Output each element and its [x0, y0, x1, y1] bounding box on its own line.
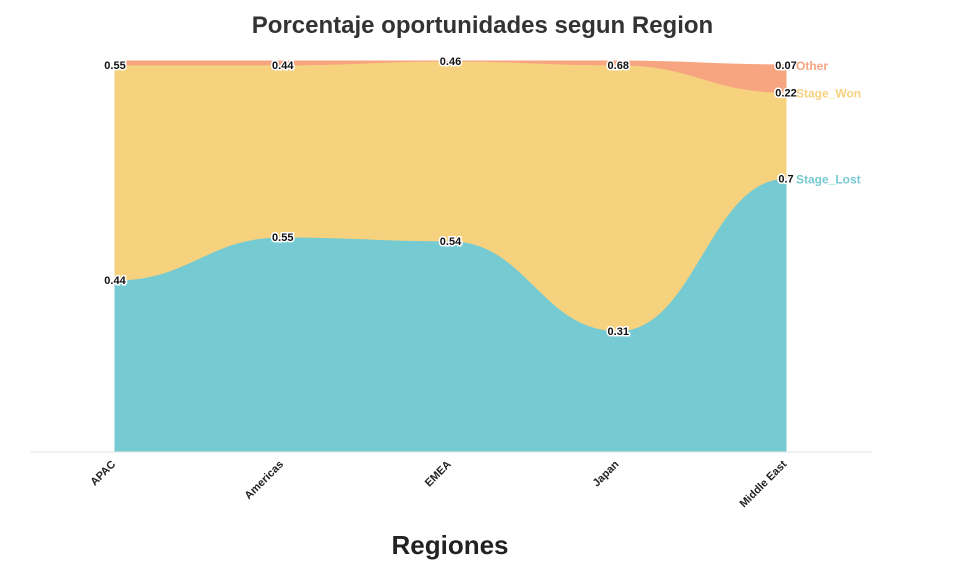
area-other: [114, 60, 787, 93]
value-label-stage-lost: 0.54: [440, 236, 462, 248]
x-tick-label: EMEA: [423, 458, 454, 489]
series-label-stage-lost: Stage_Lost: [796, 172, 861, 186]
value-label-stage-won: 0.46: [440, 56, 461, 68]
value-label-stage-won: 0.22: [775, 87, 796, 99]
series-label-layer: Stage_Lost Stage_Won Other: [796, 59, 861, 186]
value-label-stage-won: 0.55: [104, 60, 125, 72]
value-label-layer: 0.44 0.55 0.54 0.31 0.7 0.55 0.44 0.46 0.68 0.22 0…: [103, 55, 798, 340]
value-label-stage-lost: 0.7: [778, 173, 793, 185]
x-axis-title: Regiones: [391, 530, 509, 560]
x-tick-label: Middle East: [738, 458, 790, 510]
series-label-other: Other: [796, 59, 828, 73]
x-tick-layer: APAC Americas EMEA Japan Middle East: [88, 458, 789, 510]
series-label-stage-won: Stage_Won: [796, 86, 861, 100]
value-label-stage-lost: 0.55: [272, 232, 293, 244]
chart-title: Porcentaje oportunidades segun Region: [251, 12, 714, 39]
x-tick-label: Americas: [243, 458, 287, 502]
value-label-stage-lost: 0.44: [104, 275, 126, 287]
value-label-stage-won: 0.44: [272, 60, 294, 72]
value-label-stage-won: 0.68: [608, 60, 629, 72]
value-label-stage-lost: 0.31: [608, 326, 629, 338]
x-tick-label: APAC: [88, 458, 118, 488]
x-tick-label: Japan: [591, 458, 622, 489]
area-layer: [114, 60, 787, 453]
value-label-other: 0.07: [775, 60, 796, 72]
